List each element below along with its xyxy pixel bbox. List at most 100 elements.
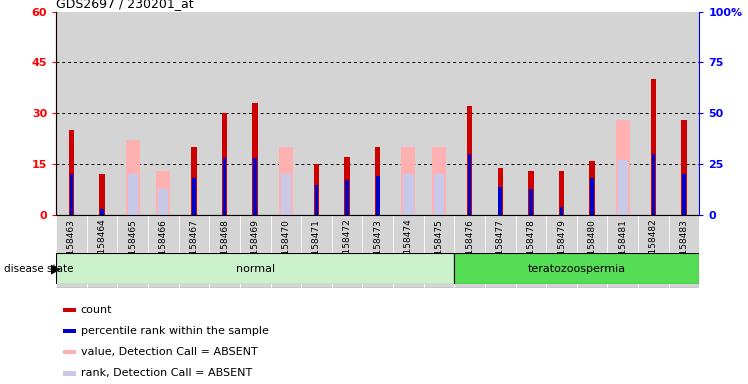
Bar [99,174,105,215]
Bar [315,185,319,215]
Bar [529,189,533,215]
Bar [577,215,607,288]
Bar [253,103,258,215]
Bar [179,12,209,215]
Bar [127,174,138,215]
Bar [222,113,227,215]
Bar [403,174,414,215]
Bar [87,215,117,288]
Bar [577,12,607,215]
Text: GSM158465: GSM158465 [128,219,137,273]
Text: GSM158467: GSM158467 [189,219,198,273]
Bar [271,12,301,215]
Bar [100,209,104,215]
Text: GSM158478: GSM158478 [527,219,536,273]
Text: GSM158468: GSM158468 [220,219,229,273]
Bar [669,12,699,215]
Text: GDS2697 / 230201_at: GDS2697 / 230201_at [56,0,194,10]
Bar [432,147,446,215]
Bar [346,180,349,215]
Bar [652,154,655,215]
Bar [393,215,423,288]
Bar [590,179,594,215]
Bar [468,154,471,215]
Text: GSM158475: GSM158475 [435,219,444,273]
Bar [497,167,503,215]
Bar [271,215,301,288]
Text: GSM158472: GSM158472 [343,219,352,273]
Bar [56,12,87,215]
Bar [156,171,171,215]
Text: GSM158463: GSM158463 [67,219,76,273]
Bar [280,174,291,215]
Text: GSM158476: GSM158476 [465,219,474,273]
Bar [301,215,332,288]
Bar [117,12,148,215]
Bar [485,215,515,288]
Text: GSM158470: GSM158470 [281,219,290,273]
Text: ▶: ▶ [51,262,61,275]
Bar [607,12,638,215]
Bar [117,215,148,288]
Bar [402,147,415,215]
Bar [209,12,240,215]
Bar [616,120,630,215]
Text: disease state: disease state [4,264,73,274]
Text: value, Detection Call = ABSENT: value, Detection Call = ABSENT [81,347,257,358]
Text: rank, Detection Call = ABSENT: rank, Detection Call = ABSENT [81,368,252,379]
Text: GSM158469: GSM158469 [251,219,260,273]
Bar [313,164,319,215]
Text: GSM158482: GSM158482 [649,219,658,273]
Bar [393,12,423,215]
Bar [69,130,74,215]
Text: GSM158473: GSM158473 [373,219,382,273]
Bar [192,179,196,215]
Bar [423,12,454,215]
Bar [434,174,444,215]
Bar [638,215,669,288]
Text: GSM158466: GSM158466 [159,219,168,273]
Text: GSM158481: GSM158481 [619,219,628,273]
Bar [546,12,577,215]
Text: count: count [81,305,112,315]
Bar [209,215,240,288]
Bar [56,215,87,288]
Bar [87,12,117,215]
Bar [638,12,669,215]
Bar [423,215,454,288]
Bar [126,141,140,215]
Bar [332,12,363,215]
Text: GSM158464: GSM158464 [97,219,106,273]
Text: teratozoospermia: teratozoospermia [528,264,626,274]
Bar [301,12,332,215]
Bar [191,147,197,215]
Bar [669,215,699,288]
Bar [467,106,473,215]
Bar [179,215,209,288]
Text: GSM158471: GSM158471 [312,219,321,273]
Bar [515,215,546,288]
Bar [148,215,179,288]
Bar [454,215,485,288]
Bar [682,174,686,215]
Bar [279,147,292,215]
Bar [485,12,515,215]
Bar [651,79,656,215]
Bar [332,215,363,288]
Bar [498,187,502,215]
Bar [546,215,577,288]
Bar [363,215,393,288]
Bar [375,147,381,215]
Bar [223,158,227,215]
Bar [70,174,73,215]
Bar [158,189,168,215]
Text: GSM158477: GSM158477 [496,219,505,273]
Bar [240,215,271,288]
Bar [376,176,379,215]
Text: GSM158480: GSM158480 [588,219,597,273]
Bar [607,215,638,288]
Bar [63,308,76,312]
Bar [63,350,76,354]
Text: GSM158474: GSM158474 [404,219,413,273]
Bar [240,12,271,215]
